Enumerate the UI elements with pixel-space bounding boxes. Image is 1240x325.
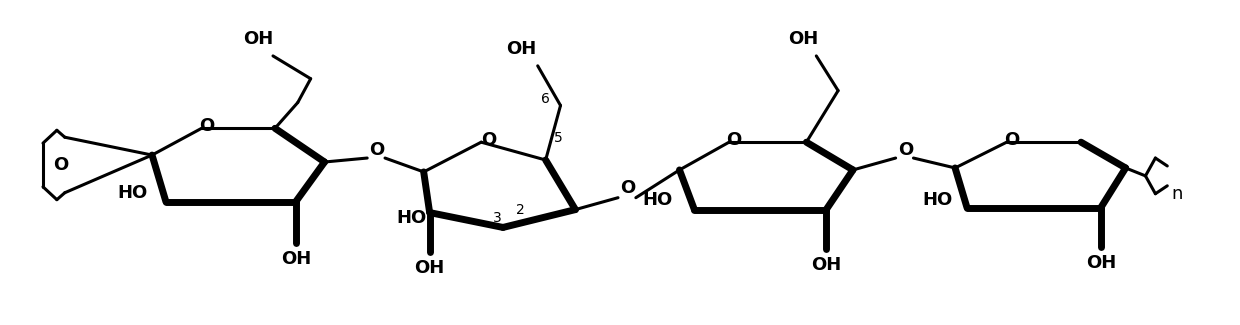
Text: O: O	[898, 141, 913, 159]
Text: OH: OH	[789, 30, 818, 48]
Text: OH: OH	[1086, 254, 1116, 272]
Text: 2: 2	[517, 202, 526, 216]
Text: n: n	[1172, 185, 1183, 203]
Text: HO: HO	[642, 191, 673, 209]
Text: O: O	[1004, 131, 1019, 149]
Text: HO: HO	[397, 209, 427, 227]
Text: O: O	[53, 156, 68, 174]
Text: 3: 3	[492, 211, 501, 225]
Text: O: O	[620, 179, 636, 197]
Text: HO: HO	[117, 184, 148, 202]
Text: HO: HO	[923, 191, 952, 209]
Text: OH: OH	[243, 30, 273, 48]
Text: 5: 5	[554, 131, 563, 145]
Text: OH: OH	[414, 259, 445, 277]
Text: 6: 6	[541, 92, 551, 106]
Text: O: O	[727, 131, 742, 149]
Text: OH: OH	[506, 40, 536, 58]
Text: O: O	[481, 131, 497, 149]
Text: O: O	[370, 141, 384, 159]
Text: O: O	[198, 117, 215, 135]
Text: OH: OH	[280, 250, 311, 268]
Text: OH: OH	[811, 256, 842, 274]
